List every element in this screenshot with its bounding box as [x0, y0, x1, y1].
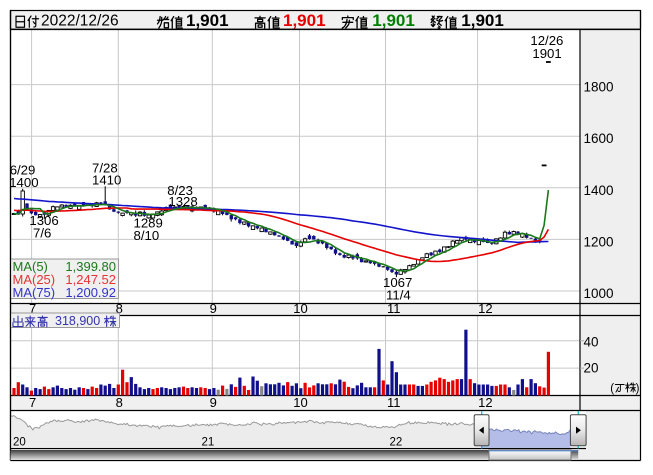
svg-text:1,901: 1,901	[186, 11, 229, 30]
svg-text:12: 12	[478, 301, 492, 316]
svg-text:1,247.52: 1,247.52	[65, 272, 116, 287]
svg-text:11: 11	[387, 395, 401, 410]
svg-text:1,901: 1,901	[372, 11, 415, 30]
svg-text:6/29: 6/29	[10, 163, 36, 178]
svg-text:20: 20	[584, 360, 599, 375]
svg-text:1,200.92: 1,200.92	[65, 285, 116, 300]
svg-text:12: 12	[478, 395, 492, 410]
svg-text:20: 20	[13, 437, 26, 449]
svg-text:12/26: 12/26	[530, 33, 563, 48]
svg-text:11/4: 11/4	[386, 287, 411, 302]
svg-text:40: 40	[584, 335, 599, 350]
svg-text:1901: 1901	[532, 46, 561, 61]
svg-text:1400: 1400	[9, 175, 38, 190]
svg-text:1328: 1328	[168, 194, 197, 209]
svg-text:21: 21	[202, 437, 215, 449]
svg-text:8/10: 8/10	[134, 228, 160, 243]
svg-text:7/28: 7/28	[92, 161, 118, 176]
svg-text:MA(25): MA(25)	[13, 272, 56, 287]
svg-text:9: 9	[210, 301, 217, 316]
svg-text:1306: 1306	[29, 213, 58, 228]
svg-text:1,399.80: 1,399.80	[65, 259, 116, 274]
svg-text:7: 7	[29, 395, 36, 410]
svg-text:MA(75): MA(75)	[13, 285, 56, 300]
svg-text:22: 22	[390, 437, 403, 449]
svg-text:10: 10	[293, 395, 307, 410]
svg-text:1000: 1000	[584, 286, 614, 301]
svg-text:): )	[636, 383, 640, 395]
svg-text:MA(5): MA(5)	[13, 259, 48, 274]
svg-text:7/6: 7/6	[33, 225, 51, 240]
svg-text:7: 7	[29, 301, 36, 316]
svg-text:8/23: 8/23	[167, 183, 193, 198]
svg-text:1,901: 1,901	[283, 11, 326, 30]
svg-text:1800: 1800	[584, 80, 614, 95]
svg-text:2022/12/26: 2022/12/26	[41, 13, 119, 30]
svg-text:11: 11	[387, 301, 401, 316]
svg-text:9: 9	[210, 395, 217, 410]
svg-text:1067: 1067	[383, 275, 412, 290]
svg-text:1,901: 1,901	[461, 11, 504, 30]
svg-text:1200: 1200	[584, 234, 614, 249]
svg-text:1400: 1400	[584, 183, 614, 198]
svg-text:1410: 1410	[92, 173, 121, 188]
svg-text:1289: 1289	[134, 216, 163, 231]
svg-text:8: 8	[116, 395, 123, 410]
svg-text:(: (	[610, 383, 614, 395]
svg-text:318,900: 318,900	[55, 314, 100, 328]
svg-text:8: 8	[116, 301, 123, 316]
svg-text:1600: 1600	[584, 131, 614, 146]
svg-text:10: 10	[293, 301, 307, 316]
